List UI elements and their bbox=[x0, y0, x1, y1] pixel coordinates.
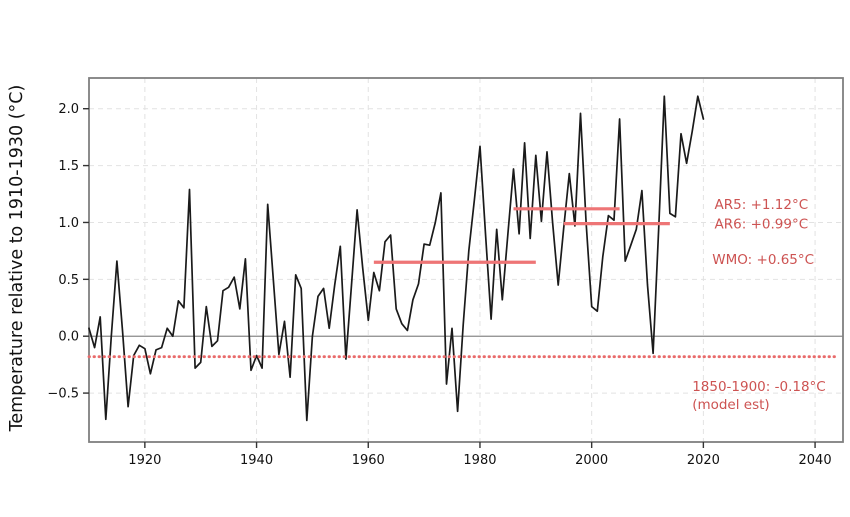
baseline-label-line1: 1850-1900: -0.18°C bbox=[692, 379, 826, 395]
reference-segments-group bbox=[373, 207, 670, 264]
y-tick-label: 1.0 bbox=[58, 216, 79, 231]
x-tick-label: 2040 bbox=[799, 453, 832, 468]
gridlines bbox=[89, 78, 843, 442]
y-tick-label: −0.5 bbox=[47, 387, 79, 402]
annotations-group: AR5: +1.12°C AR6: +0.99°C WMO: +0.65°C 1850… bbox=[692, 197, 826, 413]
temperature-line bbox=[88, 95, 705, 422]
x-tick-label: 2000 bbox=[575, 453, 608, 468]
y-tick-label: 2.0 bbox=[58, 102, 79, 117]
x-tick-label: 1920 bbox=[128, 453, 161, 468]
y-tick-label: 1.5 bbox=[58, 159, 79, 174]
x-tick-label: 1980 bbox=[463, 453, 496, 468]
temperature-line-group bbox=[88, 95, 705, 422]
x-tick-label: 2020 bbox=[687, 453, 720, 468]
ar5-label: AR5: +1.12°C bbox=[715, 197, 809, 213]
x-tick-label: 1940 bbox=[240, 453, 273, 468]
y-tick-label: 0.5 bbox=[58, 273, 79, 288]
x-axis-ticks: 1920 1940 1960 1980 2000 2020 2040 bbox=[128, 442, 832, 468]
y-axis-label: Temperature relative to 1910-1930 (°C) bbox=[7, 85, 27, 433]
y-axis-ticks: −0.5 0.0 0.5 1.0 1.5 2.0 bbox=[47, 102, 89, 402]
ar6-label: AR6: +0.99°C bbox=[715, 217, 809, 233]
baseline-label-line2: (model est) bbox=[692, 397, 770, 413]
plot-frame bbox=[88, 77, 844, 443]
wmo-label: WMO: +0.65°C bbox=[712, 252, 814, 268]
x-tick-label: 1960 bbox=[352, 453, 385, 468]
y-tick-label: 0.0 bbox=[58, 330, 79, 345]
